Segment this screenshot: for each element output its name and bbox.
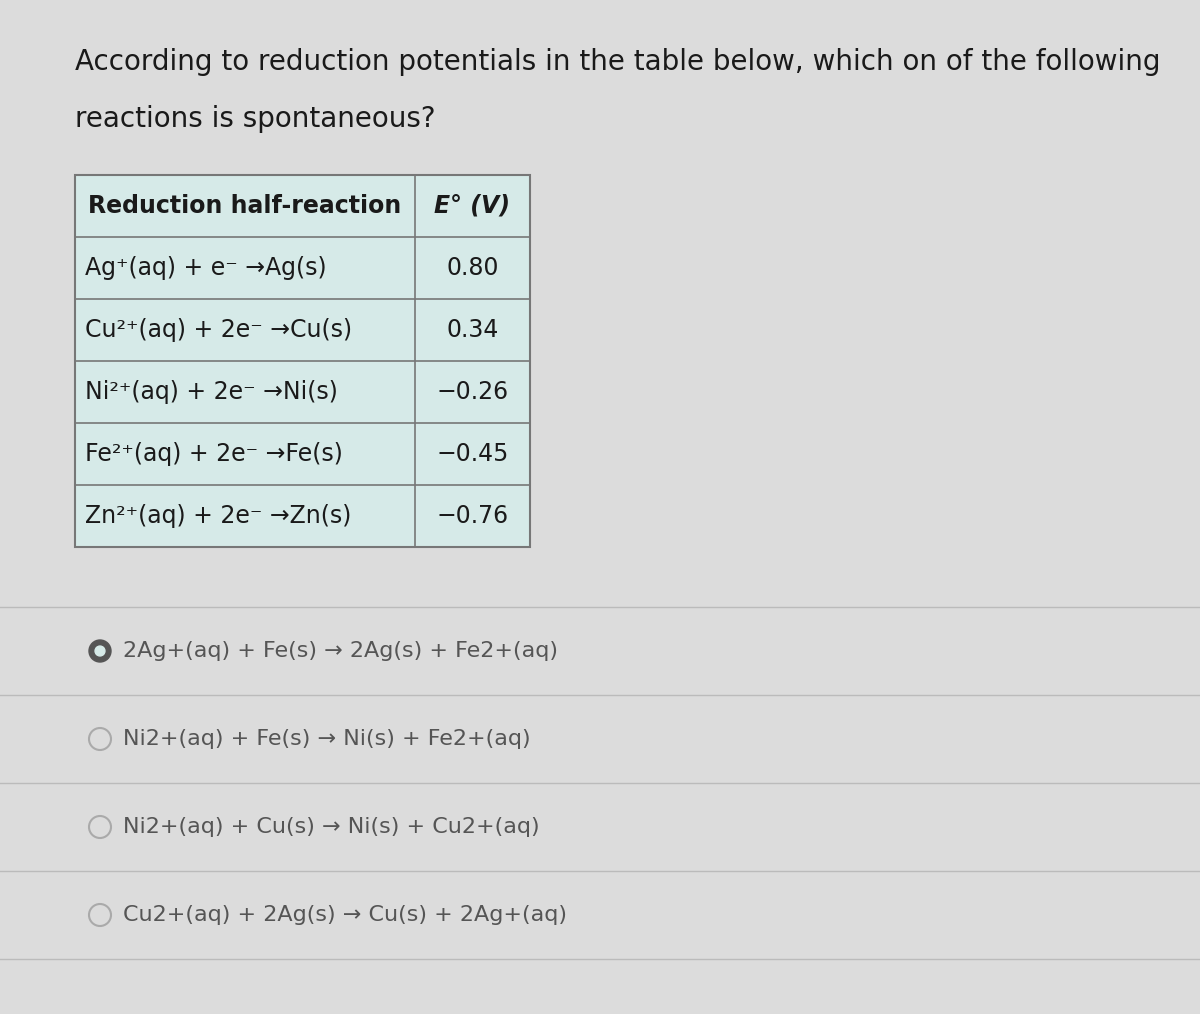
Text: 0.80: 0.80 [446,256,499,280]
Text: −0.45: −0.45 [437,442,509,466]
Text: reactions is spontaneous?: reactions is spontaneous? [74,105,436,133]
Circle shape [89,640,112,662]
Text: Ag⁺(aq) + e⁻ →Ag(s): Ag⁺(aq) + e⁻ →Ag(s) [85,256,326,280]
Text: Ni2+(aq) + Fe(s) → Ni(s) + Fe2+(aq): Ni2+(aq) + Fe(s) → Ni(s) + Fe2+(aq) [124,729,530,749]
Text: Cu2+(aq) + 2Ag(s) → Cu(s) + 2Ag+(aq): Cu2+(aq) + 2Ag(s) → Cu(s) + 2Ag+(aq) [124,906,568,925]
Text: Cu²⁺(aq) + 2e⁻ →Cu(s): Cu²⁺(aq) + 2e⁻ →Cu(s) [85,318,352,342]
Circle shape [95,646,104,656]
Text: 2Ag+(aq) + Fe(s) → 2Ag(s) + Fe2+(aq): 2Ag+(aq) + Fe(s) → 2Ag(s) + Fe2+(aq) [124,641,558,661]
Text: 0.34: 0.34 [446,318,499,342]
Text: Zn²⁺(aq) + 2e⁻ →Zn(s): Zn²⁺(aq) + 2e⁻ →Zn(s) [85,504,352,528]
FancyBboxPatch shape [74,175,530,547]
Text: Reduction half-reaction: Reduction half-reaction [89,194,402,218]
Text: According to reduction potentials in the table below, which on of the following: According to reduction potentials in the… [74,48,1160,76]
Text: E° (V): E° (V) [434,194,510,218]
Text: Ni²⁺(aq) + 2e⁻ →Ni(s): Ni²⁺(aq) + 2e⁻ →Ni(s) [85,380,338,404]
Text: −0.76: −0.76 [437,504,509,528]
Text: −0.26: −0.26 [437,380,509,404]
Text: Fe²⁺(aq) + 2e⁻ →Fe(s): Fe²⁺(aq) + 2e⁻ →Fe(s) [85,442,343,466]
Text: Ni2+(aq) + Cu(s) → Ni(s) + Cu2+(aq): Ni2+(aq) + Cu(s) → Ni(s) + Cu2+(aq) [124,817,540,837]
